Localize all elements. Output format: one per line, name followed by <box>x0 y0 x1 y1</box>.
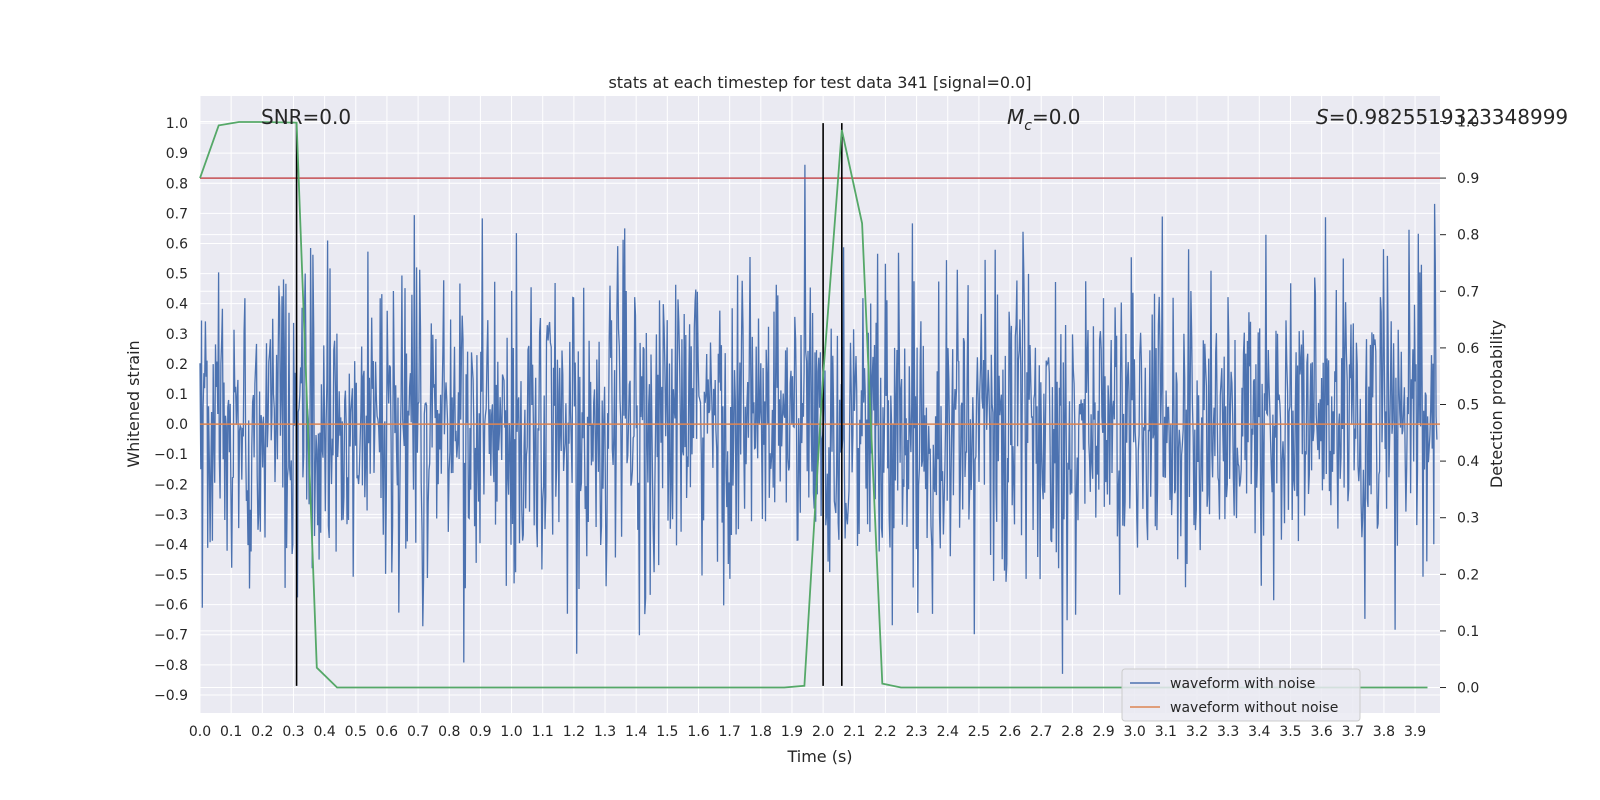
x-tick-label: 0.9 <box>469 724 491 740</box>
y2-tick-label: 0.3 <box>1457 511 1479 527</box>
x-tick-label: 3.2 <box>1186 724 1208 740</box>
y-tick-label: 0.6 <box>166 236 188 252</box>
x-tick-label: 0.4 <box>313 724 335 740</box>
s-symbol: S <box>1316 105 1329 129</box>
x-tick-label: 1.3 <box>594 724 616 740</box>
y-tick-label: 0.7 <box>166 206 188 222</box>
y-tick-label: 0.2 <box>166 357 188 373</box>
x-tick-label: 2.6 <box>999 724 1021 740</box>
y-tick-label: −0.7 <box>154 628 188 644</box>
x-tick-label: 3.1 <box>1155 724 1177 740</box>
y-tick-label: −0.1 <box>154 447 188 463</box>
y2-tick-label: 0.8 <box>1457 228 1479 244</box>
snr-annotation: SNR=0.0 <box>261 105 351 129</box>
x-tick-label: 1.2 <box>563 724 585 740</box>
plot-area <box>199 121 1440 689</box>
series-detection-probability <box>199 121 1428 689</box>
x-tick-label: 0.5 <box>345 724 367 740</box>
series-waveform-with-noise <box>199 164 1438 674</box>
x-tick-label: 2.3 <box>905 724 927 740</box>
mc-subscript: c <box>1024 118 1032 134</box>
y-tick-label: 1.0 <box>166 116 188 132</box>
s-value: =0.9825519323348999 <box>1329 105 1568 129</box>
x-tick-label: 0.2 <box>251 724 273 740</box>
x-tick-label: 1.9 <box>781 724 803 740</box>
y2-tick-label: 0.5 <box>1457 398 1479 414</box>
x-tick-label: 0.1 <box>220 724 242 740</box>
mc-symbol: M <box>1007 105 1024 129</box>
x-tick-label: 1.5 <box>656 724 678 740</box>
x-tick-label: 0.6 <box>376 724 398 740</box>
y-tick-label: −0.5 <box>154 568 188 584</box>
x-tick-label: 1.8 <box>750 724 772 740</box>
mc-annotation: Mc=0.0 <box>1007 105 1081 134</box>
y-tick-label: −0.9 <box>154 688 188 704</box>
y-tick-label: −0.8 <box>154 658 188 674</box>
y2-tick-label: 0.9 <box>1457 171 1479 187</box>
y2-tick-label: 0.0 <box>1457 681 1479 697</box>
y-tick-label: 0.4 <box>166 297 188 313</box>
s-annotation: S=0.9825519323348999 <box>1316 105 1568 129</box>
legend-box <box>1121 668 1361 722</box>
x-tick-label: 2.5 <box>968 724 990 740</box>
x-tick-label: 2.1 <box>843 724 865 740</box>
x-tick-label: 2.9 <box>1092 724 1114 740</box>
legend-label-clean: waveform without noise <box>1170 700 1338 716</box>
y-tick-label: −0.2 <box>154 477 188 493</box>
x-tick-label: 1.4 <box>625 724 647 740</box>
x-tick-label: 2.4 <box>937 724 959 740</box>
y-tick-label: 0.8 <box>166 176 188 192</box>
y2-tick-label: 0.1 <box>1457 624 1479 640</box>
mc-value: =0.0 <box>1032 105 1081 129</box>
legend: waveform with noise waveform without noi… <box>1121 668 1361 722</box>
legend-label-noise: waveform with noise <box>1170 676 1315 692</box>
x-tick-label: 3.7 <box>1342 724 1364 740</box>
x-tick-label: 0.8 <box>438 724 460 740</box>
y2-tick-label: 0.2 <box>1457 567 1479 583</box>
y-tick-label: 0.9 <box>166 146 188 162</box>
axes: 0.0 0.1 0.2 0.3 0.4 0.5 0.6 0.7 0.8 0.9 1.0 1.1 1.2 1… <box>154 114 1479 740</box>
x-tick-label: 1.7 <box>719 724 741 740</box>
x-tick-label: 3.6 <box>1310 724 1332 740</box>
y-tick-label: 0.3 <box>166 327 188 343</box>
x-tick-label: 2.2 <box>874 724 896 740</box>
y-tick-label: −0.4 <box>154 537 188 553</box>
x-tick-label: 1.1 <box>532 724 554 740</box>
x-tick-label: 1.0 <box>500 724 522 740</box>
x-tick-label: 3.4 <box>1248 724 1270 740</box>
y2-tick-label: 1.0 <box>1457 114 1479 130</box>
y2-tick-label: 0.4 <box>1457 454 1479 470</box>
x-tick-label: 2.7 <box>1030 724 1052 740</box>
x-tick-label: 2.0 <box>812 724 834 740</box>
y-tick-label: −0.3 <box>154 507 188 523</box>
x-tick-label: 3.5 <box>1279 724 1301 740</box>
x-tick-label: 0.0 <box>189 724 211 740</box>
x-tick-label: 0.3 <box>282 724 304 740</box>
y-axis-label: Whitened strain <box>124 340 143 467</box>
y2-axis-label: Detection probability <box>1487 320 1506 488</box>
y-tick-label: 0.5 <box>166 267 188 283</box>
x-tick-label: 3.3 <box>1217 724 1239 740</box>
y2-tick-label: 0.7 <box>1457 284 1479 300</box>
x-tick-label: 3.8 <box>1373 724 1395 740</box>
x-tick-label: 0.7 <box>407 724 429 740</box>
y-tick-label: 0.0 <box>166 417 188 433</box>
chart-title: stats at each timestep for test data 341… <box>608 73 1031 92</box>
x-tick-label: 2.8 <box>1061 724 1083 740</box>
x-tick-label: 1.6 <box>687 724 709 740</box>
x-tick-label: 3.9 <box>1404 724 1426 740</box>
x-axis-label: Time (s) <box>786 747 852 766</box>
y2-tick-label: 0.6 <box>1457 341 1479 357</box>
y-tick-label: −0.6 <box>154 598 188 614</box>
x-tick-label: 3.0 <box>1124 724 1146 740</box>
y-tick-label: 0.1 <box>166 387 188 403</box>
